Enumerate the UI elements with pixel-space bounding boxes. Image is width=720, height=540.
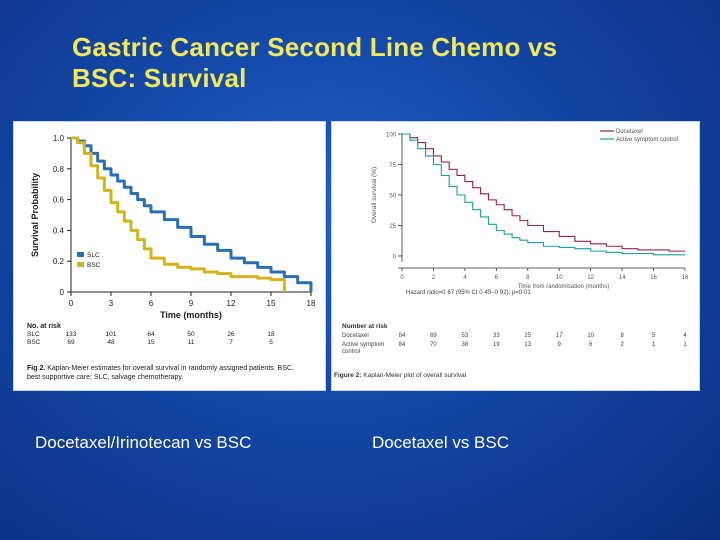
risk-cell: 17 [556,333,563,339]
risk-cell: 6 [589,342,593,348]
series-line-bsc [71,136,286,292]
risk-cell: 4 [683,333,687,339]
risk-cell: 13 [524,342,531,348]
risk-table-header: No. at risk [27,323,61,330]
risk-cell: 19 [493,342,500,348]
y-tick-label: 0.2 [53,257,65,266]
risk-cell: 11 [188,339,195,346]
x-tick-label: 0 [400,275,404,281]
legend-label-slc: SLC [87,252,100,259]
risk-cell: 133 [66,331,77,338]
x-tick-label: 2 [432,275,436,281]
x-tick-label: 12 [587,275,594,281]
risk-cell: 84 [399,333,406,339]
y-axis-label: Survival Probability [30,173,40,257]
risk-cell: 1 [652,342,656,348]
risk-cell: 8 [620,333,624,339]
figure-caption: Figure 2: Kaplan-Meier plot of overall s… [334,372,467,379]
y-axis-label: Overall survival (%) [371,167,378,223]
risk-cell: 26 [227,331,235,338]
risk-cell: 69 [430,333,437,339]
risk-cell: 84 [399,342,406,348]
slide-title: Gastric Cancer Second Line Chemo vs BSC:… [72,32,692,94]
figure-caption-text-2: best supportive care; SLC, salvage chemo… [27,374,183,381]
legend-label-1: Active symptom control [616,137,678,143]
x-axis-label: Time from randomisation (months) [518,284,609,290]
x-tick-label: 14 [619,275,626,281]
figure-caption-label: Fig 2. [27,365,47,372]
x-tick-label: 12 [227,299,236,308]
risk-row-label: Active symptom [342,342,384,348]
risk-cell: 101 [106,331,117,338]
y-tick-label: 50 [389,194,396,200]
risk-cell: 7 [229,339,233,346]
risk-cell: 64 [147,331,155,338]
y-tick-label: 0.6 [53,196,65,205]
risk-row-label-2: control [342,349,360,355]
risk-cell: 9 [558,342,562,348]
y-tick-label: 0.8 [53,165,65,174]
x-tick-label: 10 [556,275,563,281]
x-tick-label: 15 [267,299,276,308]
risk-cell: 15 [147,339,155,346]
risk-cell: 48 [107,339,115,346]
risk-cell: 70 [430,342,437,348]
x-tick-label: 4 [463,275,467,281]
risk-cell: 5 [652,333,656,339]
risk-row-label: Docetaxel [342,333,369,339]
x-tick-label: 0 [69,299,74,308]
y-tick-label: 0.4 [53,226,65,235]
x-tick-label: 6 [149,299,154,308]
x-tick-label: 16 [650,275,657,281]
figure-caption-text: Kaplan-Meier estimates for overall survi… [47,365,294,372]
risk-cell: 2 [620,342,624,348]
legend-label-0: Docetaxel [616,129,643,135]
x-tick-label: 3 [109,299,114,308]
x-tick-label: 8 [526,275,530,281]
series-line-0 [402,133,685,252]
legend-swatch-slc [77,252,84,257]
y-tick-label: 0 [60,288,65,297]
y-tick-label: 75 [389,163,396,169]
legend-label-bsc: BSC [87,262,101,269]
risk-cell: 69 [67,339,75,346]
left-chart-panel: 0 0.2 0.4 0.6 0.8 1.0 0 3 6 9 12 15 18 Survival Proba… [13,121,326,391]
risk-row-label: BSC [27,339,41,346]
right-chart-panel: 0 25 50 75 100 0 2 4 6 8 10 12 14 16 18 Overall surviva… [331,121,700,391]
figure-caption-text: Kaplan-Meier plot of overall survival [363,372,467,379]
risk-table-header: Number at risk [342,323,388,330]
series-line-1 [402,133,685,256]
risk-cell: 38 [462,342,469,348]
risk-cell: 25 [524,333,531,339]
risk-cell: 18 [267,331,275,338]
y-tick-label: 1.0 [53,134,65,143]
x-axis-label: Time (months) [160,310,222,320]
series-line-slc [71,136,313,292]
x-tick-label: 9 [189,299,194,308]
risk-cell: 53 [462,333,469,339]
risk-cell: 5 [269,339,273,346]
x-tick-label: 6 [495,275,499,281]
figure-caption: Fig 2. Kaplan-Meier estimates for overal… [27,365,294,381]
y-tick-label: 25 [389,224,396,230]
figure-caption-label: Figure 2: [334,372,363,379]
risk-row-label: SLC [27,331,40,338]
title-line-2: BSC: Survival [72,63,247,93]
title-line-1: Gastric Cancer Second Line Chemo vs [72,32,558,62]
risk-cell: 1 [683,342,687,348]
legend-swatch-bsc [77,262,84,267]
hazard-ratio-annotation: Hazard ratio=0·67 (95% CI 0·49–0·92); p=… [406,290,531,296]
risk-cell: 50 [187,331,195,338]
x-tick-label: 18 [682,275,689,281]
x-tick-label: 18 [307,299,316,308]
risk-cell: 10 [587,333,594,339]
risk-cell: 33 [493,333,500,339]
y-tick-label: 0 [393,255,397,261]
left-chart-caption: Docetaxel/Irinotecan vs BSC [35,433,252,452]
right-chart-caption: Docetaxel vs BSC [372,433,509,452]
y-tick-label: 100 [386,133,397,139]
